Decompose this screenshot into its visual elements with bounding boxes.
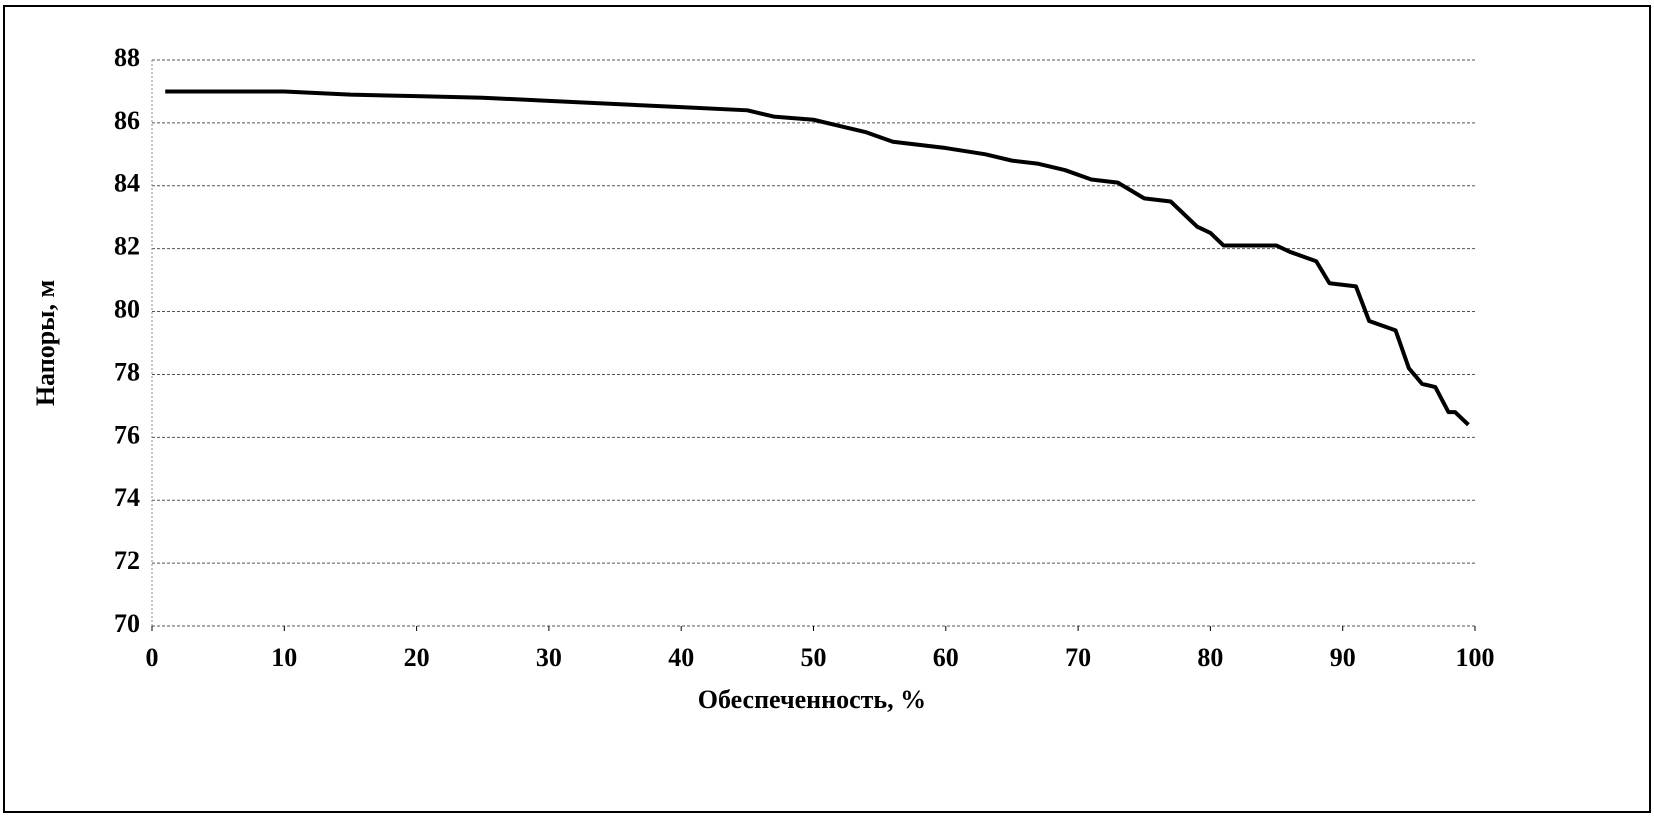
- chart-border: [3, 5, 1651, 813]
- x-tick-label: 0: [146, 643, 159, 672]
- x-axis-label: Обеспеченность, %: [698, 685, 926, 714]
- line: [165, 89, 1470, 427]
- y-tick-label: 82: [114, 232, 140, 261]
- y-tick-label: 78: [114, 357, 140, 386]
- x-tick-label: 50: [801, 643, 827, 672]
- y-tick-label: 80: [114, 295, 140, 324]
- y-tick-label: 76: [114, 420, 140, 449]
- y-tick-label: 74: [114, 483, 140, 512]
- y-tick-label: 86: [114, 106, 140, 135]
- x-tick-label: 100: [1456, 643, 1495, 672]
- x-tick-label: 70: [1065, 643, 1091, 672]
- x-tick-label: 30: [536, 643, 562, 672]
- y-tick-label: 72: [114, 546, 140, 575]
- y-axis-label: Напоры, м: [31, 280, 60, 406]
- x-tick-label: 60: [933, 643, 959, 672]
- x-tick-label: 10: [271, 643, 297, 672]
- y-tick-label: 70: [114, 609, 140, 638]
- x-tick-label: 40: [668, 643, 694, 672]
- x-tick-label: 80: [1197, 643, 1223, 672]
- x-tick-label: 90: [1330, 643, 1356, 672]
- y-tick-label: 84: [114, 169, 140, 198]
- y-tick-label: 88: [114, 43, 140, 72]
- x-tick-label: 20: [404, 643, 430, 672]
